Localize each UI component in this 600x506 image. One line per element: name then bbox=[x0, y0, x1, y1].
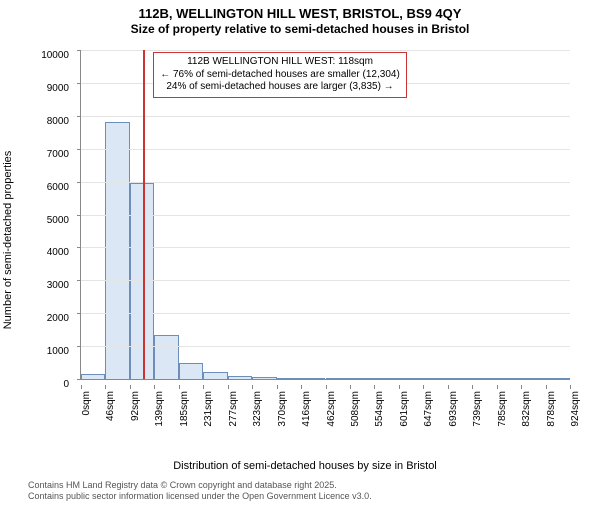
chart-title-line2: Size of property relative to semi-detach… bbox=[0, 22, 600, 36]
gridline-h bbox=[81, 149, 570, 150]
histogram-bar bbox=[252, 377, 276, 379]
callout-line: 24% of semi-detached houses are larger (… bbox=[160, 81, 400, 94]
gridline-h bbox=[81, 346, 570, 347]
histogram-bar bbox=[374, 378, 398, 379]
x-axis-label: Distribution of semi-detached houses by … bbox=[173, 460, 437, 472]
histogram-bar bbox=[301, 378, 325, 379]
callout-line: 112B WELLINGTON HILL WEST: 118sqm bbox=[160, 56, 400, 69]
histogram-bar bbox=[81, 374, 105, 379]
histogram-bar bbox=[326, 378, 350, 379]
footer-line1: Contains HM Land Registry data © Crown c… bbox=[28, 480, 372, 491]
gridline-h bbox=[81, 116, 570, 117]
gridline-h bbox=[81, 247, 570, 248]
callout-line: ← 76% of semi-detached houses are smalle… bbox=[160, 69, 400, 82]
histogram-bar bbox=[105, 122, 129, 379]
property-marker-line bbox=[143, 50, 145, 379]
histogram-bar bbox=[350, 378, 374, 379]
histogram-bar bbox=[277, 378, 301, 379]
histogram-bar bbox=[179, 363, 203, 379]
histogram-bar bbox=[497, 378, 521, 379]
histogram-bar bbox=[521, 378, 545, 379]
plot-area: 0100020003000400050006000700080009000100… bbox=[80, 50, 570, 380]
histogram-bar bbox=[472, 378, 496, 379]
gridline-h bbox=[81, 182, 570, 183]
chart-area: Number of semi-detached properties 01000… bbox=[30, 50, 580, 430]
gridline-h bbox=[81, 313, 570, 314]
callout-box: 112B WELLINGTON HILL WEST: 118sqm← 76% o… bbox=[153, 52, 407, 98]
gridline-h bbox=[81, 50, 570, 51]
gridline-h bbox=[81, 280, 570, 281]
footer-attribution: Contains HM Land Registry data © Crown c… bbox=[28, 480, 372, 502]
histogram-bar bbox=[448, 378, 472, 379]
y-axis-label: Number of semi-detached properties bbox=[2, 151, 14, 330]
footer-line2: Contains public sector information licen… bbox=[28, 491, 372, 502]
chart-title-line1: 112B, WELLINGTON HILL WEST, BRISTOL, BS9… bbox=[0, 6, 600, 22]
histogram-bar bbox=[203, 372, 227, 379]
gridline-h bbox=[81, 215, 570, 216]
histogram-bar bbox=[546, 378, 570, 379]
histogram-bar bbox=[399, 378, 423, 379]
histogram-bar bbox=[228, 376, 252, 379]
histogram-bar bbox=[154, 335, 178, 379]
histogram-bar bbox=[423, 378, 447, 379]
